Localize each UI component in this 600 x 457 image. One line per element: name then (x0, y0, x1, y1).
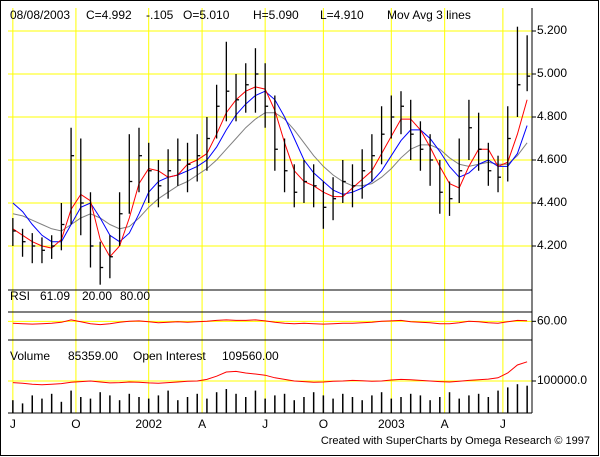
x-tick-label: J (10, 417, 16, 431)
x-tick-label: O (71, 417, 80, 431)
annotation: C=4.992 (86, 8, 132, 22)
annotation: O=5.010 (183, 8, 230, 22)
annotation: H=5.090 (253, 8, 299, 22)
annotation: 61.09 (40, 289, 70, 303)
x-tick-label: A (198, 417, 206, 431)
annotation: 20.00 (82, 289, 112, 303)
x-tick-label: 2003 (378, 417, 405, 431)
y-tick-label: 4.600 (537, 152, 567, 166)
annotation: L=4.910 (320, 8, 364, 22)
y-tick-label: 4.800 (537, 109, 567, 123)
y-tick-label: 60.00 (537, 314, 567, 328)
y-tick-label: 100000.0 (537, 373, 587, 387)
moving-average (12, 112, 528, 232)
y-tick-label: 5.000 (537, 66, 567, 80)
x-tick-label: A (441, 417, 449, 431)
x-tick-label: O (319, 417, 328, 431)
annotation: 85359.00 (68, 349, 118, 363)
panel-title: Volume (10, 349, 50, 363)
annotation: -.105 (146, 8, 174, 22)
annotation: 80.00 (120, 289, 150, 303)
y-tick-label: 4.200 (537, 238, 567, 252)
y-tick-label: 5.200 (537, 23, 567, 37)
panel-title: RSI (10, 289, 30, 303)
x-tick-label: J (262, 417, 268, 431)
moving-average (12, 90, 528, 243)
annotation: 109560.00 (222, 349, 279, 363)
x-tick-label: J (500, 417, 506, 431)
y-tick-label: 4.400 (537, 195, 567, 209)
panel-title: 08/08/2003 (10, 8, 70, 22)
moving-average (12, 86, 528, 258)
footer: Created with SuperCharts by Omega Resear… (321, 435, 590, 447)
rsi-line (12, 319, 528, 326)
open-interest-line (12, 361, 528, 386)
annotation: Open Interest (133, 349, 206, 363)
annotation: Mov Avg 3 lines (387, 8, 471, 22)
x-tick-label: 2002 (135, 417, 162, 431)
